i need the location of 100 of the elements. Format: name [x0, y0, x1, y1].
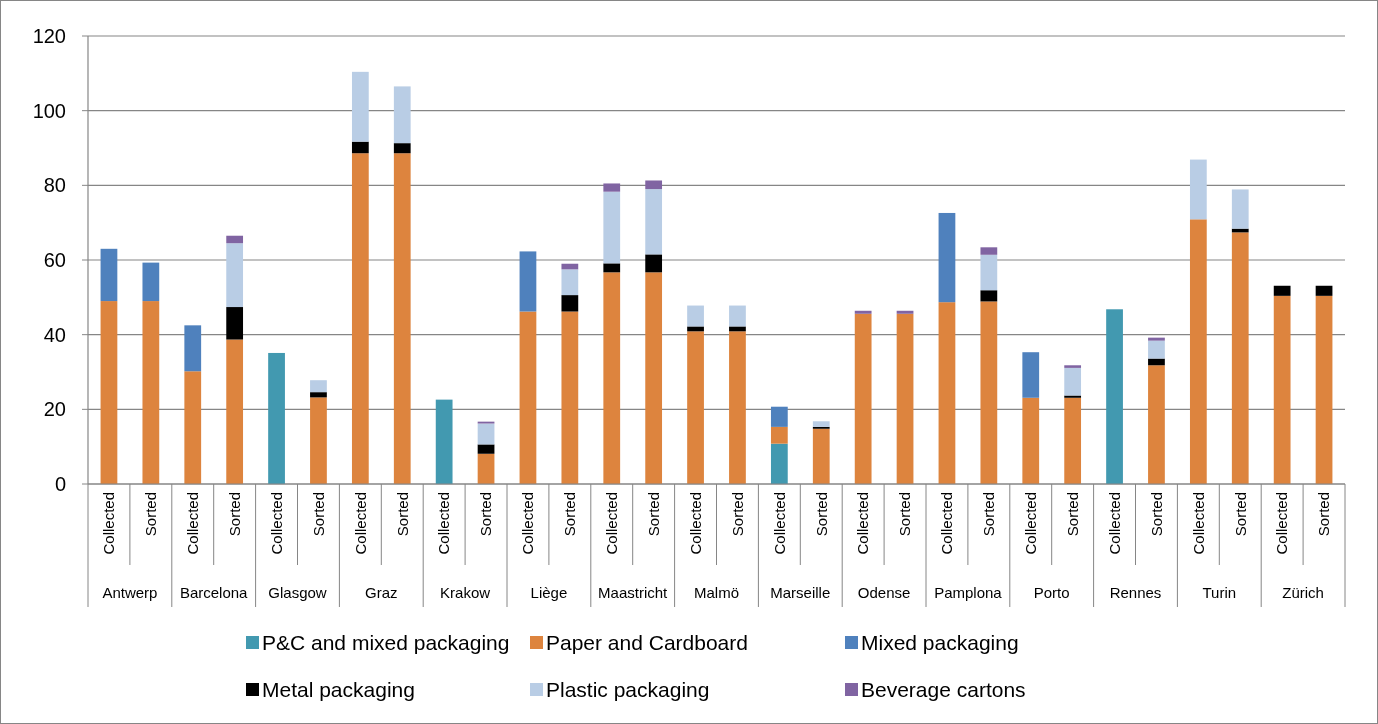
legend-label: Beverage cartons: [861, 678, 1026, 702]
bar: [1231, 189, 1249, 229]
text: Turin: [1202, 584, 1237, 602]
bar: [896, 310, 914, 314]
x-tick-label: Sorted: [393, 492, 411, 537]
bar: [854, 310, 872, 314]
bar: [770, 443, 788, 484]
x-tick-label: Collected: [938, 492, 956, 555]
bar: [393, 86, 411, 144]
bar: [561, 311, 579, 484]
bar: [1148, 358, 1165, 366]
x-tick-label: Collected: [435, 492, 453, 555]
x-tick-label: Collected: [267, 492, 285, 555]
x-tick-label: Collected: [100, 492, 118, 555]
bar: [184, 325, 202, 372]
bar: [435, 399, 453, 484]
text: Porto: [1033, 584, 1070, 602]
text: Graz: [365, 584, 398, 602]
y-tick-label: 0: [54, 473, 66, 495]
bar: [393, 153, 411, 484]
y-tick-label: 100: [32, 99, 66, 122]
x-tick-label: Sorted: [980, 492, 998, 537]
bar: [519, 311, 537, 484]
bar: [100, 301, 118, 484]
text: Odense: [857, 584, 911, 602]
y-tick-label: 120: [32, 25, 66, 47]
x-tick-label: Sorted: [812, 492, 830, 537]
bar: [645, 189, 663, 255]
y-tick-label: 60: [43, 249, 66, 271]
bar: [980, 301, 998, 484]
bar: [770, 406, 788, 427]
legend-label: P&C and mixed packaging: [262, 631, 510, 655]
bar: [226, 243, 244, 308]
bar: [1273, 295, 1291, 484]
x-tick-label: Collected: [184, 492, 201, 555]
x-tick-label: Sorted: [1231, 492, 1249, 537]
bar: [1148, 337, 1165, 341]
bar: [1273, 285, 1291, 296]
bar: [561, 263, 579, 270]
text: Krakow: [440, 584, 491, 602]
x-tick-label: Collected: [1105, 492, 1123, 555]
text: Zürich: [1282, 584, 1324, 602]
bar: [645, 254, 663, 273]
bar: [854, 313, 872, 484]
x-tick-label: Sorted: [896, 492, 914, 537]
bar: [477, 453, 495, 484]
text: Maastricht: [598, 584, 669, 602]
bar: [687, 305, 704, 327]
text: Pamplona: [934, 584, 1003, 602]
bar: [603, 263, 621, 273]
text: Malmö: [693, 584, 740, 602]
bar: [351, 141, 369, 154]
bar: [729, 331, 746, 484]
bar: [310, 392, 327, 398]
bar: [1189, 219, 1207, 484]
bar: [561, 295, 579, 312]
bar: [645, 180, 663, 190]
bar: [561, 269, 579, 296]
bar: [1315, 285, 1333, 296]
bar: [603, 272, 621, 484]
bar: [142, 262, 160, 302]
bar: [100, 248, 118, 302]
y-tick-label: 80: [43, 174, 66, 197]
x-tick-label: Collected: [519, 492, 537, 555]
bar: [645, 272, 663, 484]
bar: [1315, 295, 1333, 484]
x-tick-label: Collected: [1273, 492, 1291, 555]
bar: [1189, 159, 1207, 220]
text: Antwerp: [102, 584, 158, 602]
bar: [310, 397, 327, 484]
x-tick-label: Sorted: [1063, 492, 1081, 537]
bar: [393, 143, 411, 154]
bar: [226, 307, 244, 340]
bar: [938, 212, 956, 303]
bar: [477, 423, 495, 445]
text: Marseille: [770, 584, 831, 602]
bar: [770, 426, 788, 444]
bar: [938, 302, 956, 484]
bar: [980, 254, 998, 291]
bar: [184, 371, 202, 484]
bar: [351, 71, 369, 142]
x-tick-label: Sorted: [644, 492, 662, 537]
bar: [896, 313, 914, 484]
x-tick-label: Collected: [1022, 492, 1039, 555]
text: Liège: [530, 584, 568, 602]
bar: [729, 326, 746, 332]
x-tick-label: Sorted: [561, 492, 579, 537]
x-tick-label: Sorted: [225, 492, 243, 537]
x-tick-label: Collected: [351, 492, 369, 555]
x-tick-label: Collected: [603, 492, 620, 555]
x-tick-label: Sorted: [309, 492, 327, 537]
y-tick-label: 20: [43, 398, 66, 421]
bar: [603, 191, 621, 264]
legend-label: Mixed packaging: [861, 631, 1019, 655]
bar: [1231, 232, 1249, 484]
bar: [980, 290, 998, 302]
bar: [1148, 340, 1165, 359]
x-tick-label: Sorted: [1147, 492, 1165, 537]
y-tick-label: 40: [43, 323, 66, 346]
bar: [142, 301, 160, 484]
